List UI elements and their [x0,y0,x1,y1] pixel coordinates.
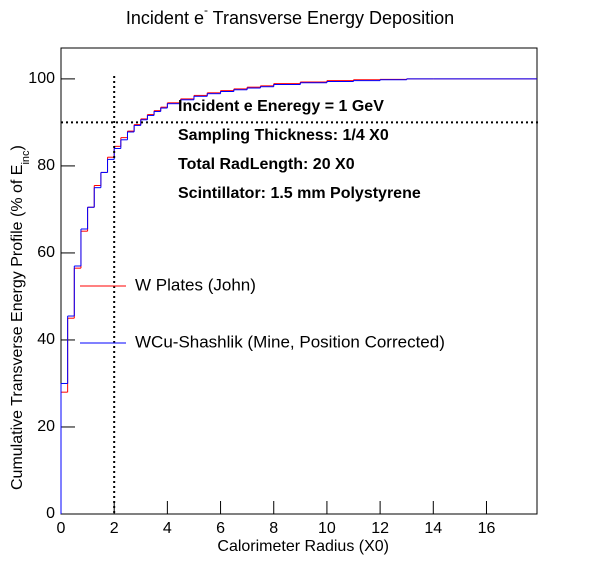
annotation: Incident e Eneregy = 1 GeV [178,98,384,115]
title-superscript: - [204,3,208,17]
title-part: Incident e [126,8,204,28]
x-tick-label: 14 [424,520,442,537]
plot-frame [60,47,538,515]
y-tick-label: 100 [28,70,55,87]
y-tick-label: 80 [37,157,55,174]
title-part: Transverse Energy Deposition [208,8,454,28]
x-tick-label: 2 [110,520,119,537]
y-tick-label: 20 [37,418,55,435]
chart-title: Incident e- Transverse Energy Deposition [126,3,454,28]
y-tick-label: 60 [37,244,55,261]
x-tick-label: 10 [318,520,336,537]
y-axis-label: Cumulative Transverse Energy Profile (% … [9,145,32,490]
x-tick-label: 12 [371,520,389,537]
x-axis-label: Calorimeter Radius (X0) [217,538,389,555]
y-tick-label: 40 [37,331,55,348]
annotation: Scintillator: 1.5 mm Polystyrene [178,185,421,202]
x-tick-label: 0 [57,520,66,537]
x-tick-label: 6 [216,520,225,537]
y-tick-label: 0 [46,505,55,522]
y-label-part: Cumulative Transverse Energy Profile (% … [9,165,26,490]
x-tick-label: 16 [478,520,496,537]
annotation: Total RadLength: 20 X0 [178,156,355,173]
x-tick-label: 8 [269,520,278,537]
annotation: Sampling Thickness: 1/4 X0 [178,127,389,144]
legend-label: W Plates (John) [135,275,256,294]
legend-label: WCu-Shashlik (Mine, Position Corrected) [135,332,445,351]
y-label-part: ) [9,145,26,150]
x-tick-label: 4 [163,520,172,537]
y-label-subscript: inc [20,150,32,165]
